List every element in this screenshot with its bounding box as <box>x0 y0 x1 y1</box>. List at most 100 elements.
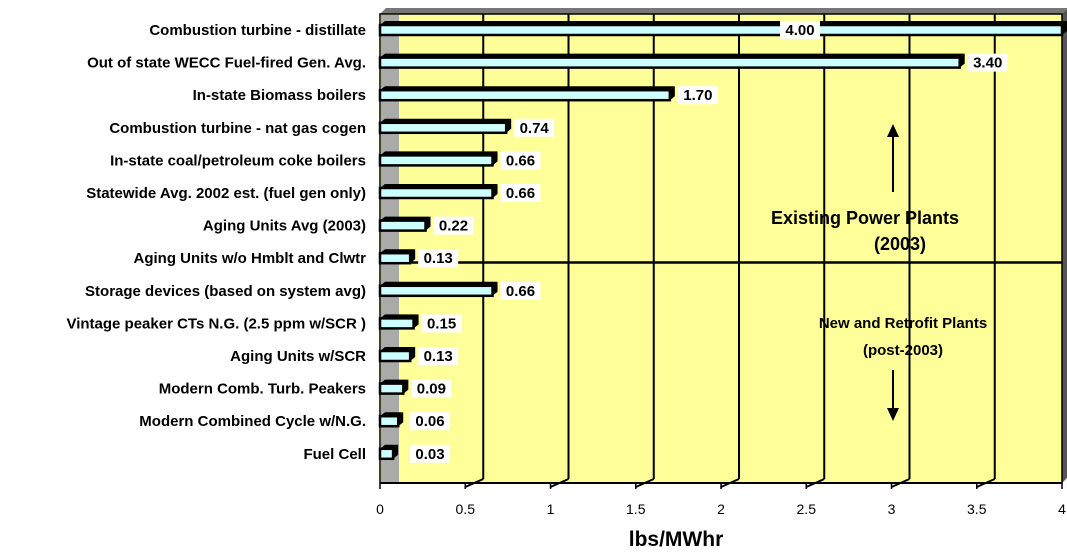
data-label-text: 0.66 <box>506 283 535 300</box>
bar-end-face <box>413 314 419 329</box>
data-label-text: 0.74 <box>520 120 550 137</box>
bar <box>378 216 431 232</box>
arrow-up-icon <box>887 124 899 192</box>
bar <box>378 347 416 363</box>
category-label: Fuel Cell <box>303 446 366 463</box>
data-label-text: 0.15 <box>427 315 456 332</box>
data-label-bg <box>780 21 820 39</box>
data-label-bg <box>411 379 452 398</box>
category-label: Aging Units w/SCR <box>230 348 366 365</box>
bar-front-face <box>378 154 494 167</box>
plot-side-wall <box>1062 9 1067 483</box>
data-label: 0.13 <box>418 249 459 268</box>
data-label-bg <box>967 53 1008 72</box>
data-label-bg <box>433 216 474 235</box>
x-tick-label: 3.5 <box>967 501 987 517</box>
data-label-text: 0.13 <box>424 348 453 365</box>
bar-front-face <box>378 317 415 330</box>
data-label-text: 1.70 <box>683 87 712 104</box>
category-label: Modern Combined Cycle w/N.G. <box>139 413 366 430</box>
x-axis-title: lbs/MWhr <box>629 528 724 551</box>
category-labels: Combustion turbine - distillate Out of st… <box>66 22 366 463</box>
bar-front-face <box>378 251 412 265</box>
data-label-text: 0.22 <box>439 218 468 235</box>
bar-end-face <box>506 118 512 133</box>
category-label: Out of state WECC Fuel-fired Gen. Avg. <box>87 55 366 72</box>
category-label: Aging Units Avg (2003) <box>203 218 366 235</box>
bar-front-face <box>378 121 508 135</box>
bar <box>378 118 512 135</box>
data-label: 0.13 <box>418 347 459 365</box>
data-label-bg <box>514 118 555 137</box>
data-label: 0.66 <box>500 151 541 170</box>
data-label-text: 0.03 <box>415 446 444 463</box>
data-label: 4.00 <box>780 21 820 39</box>
bar-end-face <box>403 379 409 394</box>
annotations: Existing Power Plants (2003) New and Ret… <box>771 124 987 421</box>
data-label-bg <box>500 281 541 300</box>
x-tick-label: 3 <box>888 501 896 517</box>
bar <box>378 314 419 330</box>
data-label: 0.09 <box>411 379 452 398</box>
x-tick-label: 4 <box>1058 501 1066 517</box>
bar-front-face <box>378 382 405 395</box>
data-label: 0.06 <box>410 412 450 431</box>
data-label: 0.15 <box>421 314 462 333</box>
data-label-bg <box>500 184 541 202</box>
bar-end-face <box>959 53 965 68</box>
bar <box>378 21 1067 37</box>
bar-front-face <box>378 447 395 461</box>
category-label: Storage devices (based on system avg) <box>85 283 366 300</box>
bar-end-face <box>410 249 416 264</box>
category-label: Statewide Avg. 2002 est. (fuel gen only) <box>86 185 366 202</box>
data-label: 0.74 <box>514 118 555 137</box>
data-label-bg <box>418 347 459 365</box>
plot-top-wall <box>380 8 1067 14</box>
category-label: Combustion turbine - distillate <box>149 22 366 39</box>
bar-front-face <box>378 349 412 363</box>
x-tick-label: 1 <box>547 501 555 517</box>
data-label: 0.66 <box>500 184 541 202</box>
data-label-text: 0.66 <box>506 152 535 169</box>
x-tick-label: 2 <box>717 501 725 517</box>
data-label: 0.66 <box>500 281 541 300</box>
x-tick-label: 0.5 <box>456 501 476 517</box>
bar <box>378 281 498 298</box>
data-label-text: 0.13 <box>424 250 453 267</box>
category-label: Aging Units w/o Hmblt and Clwtr <box>134 250 367 267</box>
data-label: 0.03 <box>410 444 450 463</box>
data-label-bg <box>421 314 462 333</box>
depth-band <box>381 15 399 482</box>
bar <box>378 412 404 428</box>
category-label: In-state coal/petroleum coke boilers <box>110 152 366 169</box>
annotation-existing-line2: (2003) <box>874 234 926 254</box>
data-label-bg <box>410 444 450 463</box>
data-label-bg <box>410 412 450 431</box>
annotation-new-line2: (post-2003) <box>863 342 943 359</box>
bar-end-face <box>398 412 404 427</box>
category-label: Vintage peaker CTs N.G. (2.5 ppm w/SCR ) <box>66 315 366 332</box>
x-tick-label: 1.5 <box>626 501 646 517</box>
bar-front-face <box>378 284 494 298</box>
bar-front-face <box>378 219 427 232</box>
bar <box>378 184 498 200</box>
data-label: 1.70 <box>677 86 718 105</box>
bar <box>378 86 675 102</box>
data-label-text: 4.00 <box>785 22 814 39</box>
bar-front-face <box>378 414 400 428</box>
bar-front-face <box>378 56 961 69</box>
category-label: Combustion turbine - nat gas cogen <box>109 120 366 137</box>
bar <box>378 249 416 265</box>
bar <box>378 151 498 167</box>
x-tick-label: 2.5 <box>797 501 817 517</box>
category-label: Modern Comb. Turb. Peakers <box>159 381 366 398</box>
bar-end-face <box>410 347 416 361</box>
data-label-bg <box>500 151 541 170</box>
annotation-new-line1: New and Retrofit Plants <box>819 315 987 332</box>
bar <box>378 444 399 461</box>
bar <box>378 53 965 69</box>
annotation-existing-line1: Existing Power Plants <box>771 208 959 228</box>
data-labels: 4.00 3.40 1.70 0.74 0.66 0.66 0.22 0.13 0.66 0.15… <box>410 21 1008 463</box>
data-label-text: 0.06 <box>415 413 444 430</box>
